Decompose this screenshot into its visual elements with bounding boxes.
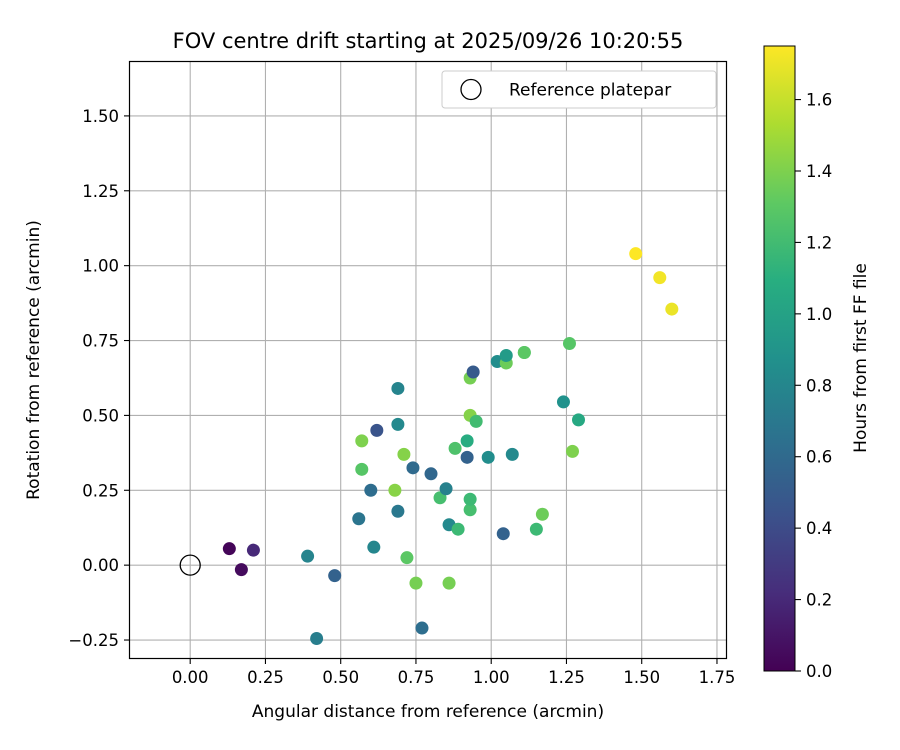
x-tick-label: 1.75 (699, 668, 736, 687)
data-point (665, 302, 679, 316)
colorbar-tick-label: 0.8 (806, 376, 832, 395)
data-point (406, 461, 420, 475)
data-point (409, 576, 423, 590)
y-tick-label: 1.50 (82, 107, 119, 126)
x-axis-label: Angular distance from reference (arcmin) (252, 702, 604, 722)
data-point (400, 551, 414, 565)
data-point (328, 569, 342, 583)
data-point (388, 483, 402, 497)
data-point (463, 503, 477, 517)
plot-frame (128, 60, 728, 660)
y-tick-label: −0.25 (68, 631, 119, 650)
data-point (448, 441, 462, 455)
data-point (391, 417, 405, 431)
grid-lines (130, 62, 726, 658)
x-axis-ticks: 0.00 0.25 0.50 0.75 1.00 1.25 1.50 1.75 (172, 658, 736, 687)
colorbar-tick-label: 1.6 (806, 91, 832, 110)
colorbar-ticks: 0.0 0.2 0.4 0.6 0.8 1.0 1.2 1.4 1.6 (795, 91, 832, 681)
data-point (367, 540, 381, 554)
data-point (370, 423, 384, 437)
colorbar-tick-label: 1.4 (806, 162, 832, 181)
data-point (364, 483, 378, 497)
data-point (499, 349, 513, 363)
colorbar-tick-label: 0.2 (806, 591, 832, 610)
legend-reference-marker (460, 78, 482, 101)
data-point (439, 482, 453, 496)
data-point (562, 337, 576, 351)
data-point (469, 414, 483, 428)
data-point (222, 542, 236, 556)
data-point (481, 450, 495, 464)
data-point (529, 522, 543, 536)
y-tick-label: 0.50 (82, 406, 119, 425)
data-point (629, 247, 643, 261)
y-tick-label: 0.25 (82, 481, 119, 500)
y-tick-label: 1.00 (82, 257, 119, 276)
scatter-points (179, 247, 679, 646)
data-point (460, 434, 474, 448)
x-tick-label: 1.50 (623, 668, 660, 687)
data-point (352, 512, 366, 526)
data-point (246, 543, 260, 557)
x-tick-label: 0.75 (398, 668, 435, 687)
legend: Reference platepar (441, 70, 717, 109)
colorbar-tick-label: 0.6 (806, 448, 832, 467)
colorbar: 0.0 0.2 0.4 0.6 0.8 1.0 1.2 1.4 1.6 Hours from f… (763, 45, 871, 681)
data-point (442, 576, 456, 590)
y-tick-label: 0.00 (82, 556, 119, 575)
x-tick-label: 0.50 (322, 668, 359, 687)
data-point (653, 271, 667, 285)
y-tick-label: 1.25 (82, 182, 119, 201)
y-axis-ticks: −0.25 0.00 0.25 0.50 0.75 1.00 1.25 1.50 (68, 107, 130, 650)
data-point (355, 434, 369, 448)
chart-title: FOV centre drift starting at 2025/09/26 … (173, 29, 684, 53)
legend-entry-reference: Reference platepar (509, 81, 671, 101)
data-point (415, 621, 429, 635)
data-point (355, 462, 369, 476)
data-point (391, 504, 405, 518)
colorbar-tick-label: 1.2 (806, 233, 832, 252)
reference-platepar-marker (179, 554, 201, 576)
data-point (565, 444, 579, 458)
data-point (496, 527, 510, 541)
data-point (517, 346, 531, 360)
data-point (535, 507, 549, 521)
data-point (391, 381, 405, 395)
colorbar-label: Hours from first FF file (851, 263, 871, 453)
data-point (310, 632, 324, 646)
colorbar-tick-label: 0.0 (806, 662, 832, 681)
data-point (463, 492, 477, 506)
x-tick-label: 0.25 (247, 668, 284, 687)
x-tick-label: 1.00 (473, 668, 510, 687)
x-tick-label: 0.00 (172, 668, 209, 687)
data-point (397, 447, 411, 461)
data-point (301, 549, 315, 563)
y-tick-label: 0.75 (82, 332, 119, 351)
colorbar-tick-label: 1.0 (806, 305, 832, 324)
y-axis-label: Rotation from reference (arcmin) (24, 220, 44, 500)
data-point (460, 450, 474, 464)
data-point (424, 467, 438, 481)
data-point (505, 447, 519, 461)
colorbar-gradient (763, 45, 796, 672)
data-point (572, 413, 586, 427)
data-point (466, 365, 480, 379)
colorbar-tick-label: 0.4 (806, 519, 832, 538)
data-point (234, 563, 248, 577)
data-point (556, 395, 570, 409)
x-tick-label: 1.25 (548, 668, 585, 687)
legend-box (441, 70, 717, 109)
data-point (451, 522, 465, 536)
